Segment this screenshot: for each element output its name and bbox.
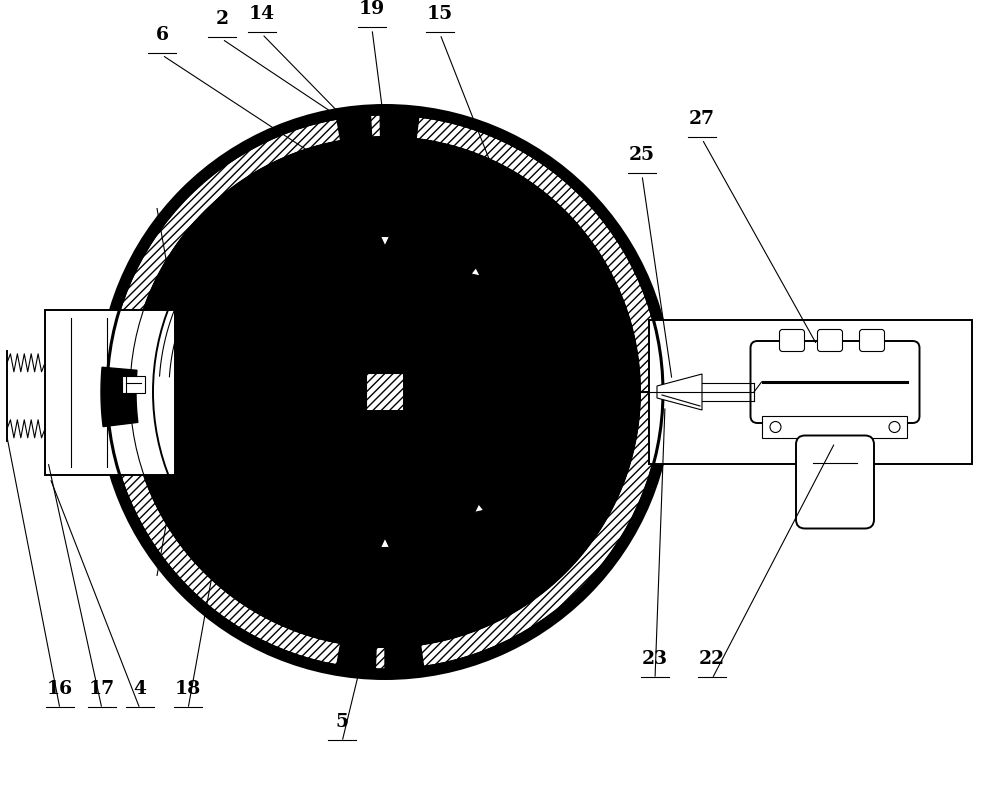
Polygon shape	[380, 237, 390, 246]
Bar	[366, 373, 404, 411]
Text: 23: 23	[642, 650, 668, 668]
Text: 17: 17	[89, 680, 115, 698]
Circle shape	[297, 372, 337, 412]
Text: 22: 22	[699, 650, 725, 668]
Circle shape	[131, 138, 639, 646]
Circle shape	[422, 402, 440, 420]
Polygon shape	[107, 114, 663, 670]
Polygon shape	[380, 108, 420, 145]
Circle shape	[335, 342, 435, 442]
Bar	[45, 310, 175, 475]
FancyBboxPatch shape	[750, 341, 919, 423]
Circle shape	[422, 364, 440, 383]
Text: 2: 2	[216, 10, 229, 28]
Circle shape	[330, 364, 348, 383]
Circle shape	[330, 402, 348, 420]
Text: 5: 5	[336, 713, 349, 731]
Text: 6: 6	[156, 26, 168, 44]
Text: 18: 18	[175, 680, 201, 698]
Text: 14: 14	[249, 5, 275, 23]
Polygon shape	[336, 638, 376, 676]
Text: 25: 25	[629, 146, 655, 164]
FancyBboxPatch shape	[860, 329, 885, 351]
Text: 16: 16	[47, 680, 73, 698]
Bar	[649, 320, 972, 464]
Text: 4: 4	[134, 680, 146, 698]
Text: 15: 15	[427, 5, 453, 23]
Polygon shape	[101, 367, 138, 426]
FancyBboxPatch shape	[780, 329, 804, 351]
Bar	[122, 375, 145, 393]
Text: 27: 27	[689, 110, 715, 128]
Polygon shape	[385, 638, 425, 676]
Polygon shape	[471, 268, 480, 276]
Bar	[762, 416, 907, 438]
Polygon shape	[336, 108, 372, 147]
Bar	[45, 310, 175, 475]
Circle shape	[97, 104, 673, 680]
FancyBboxPatch shape	[796, 435, 874, 528]
Text: 19: 19	[359, 0, 385, 18]
FancyBboxPatch shape	[818, 329, 843, 351]
Polygon shape	[380, 538, 390, 548]
Polygon shape	[657, 374, 702, 410]
Polygon shape	[475, 504, 484, 512]
Bar	[366, 373, 404, 411]
